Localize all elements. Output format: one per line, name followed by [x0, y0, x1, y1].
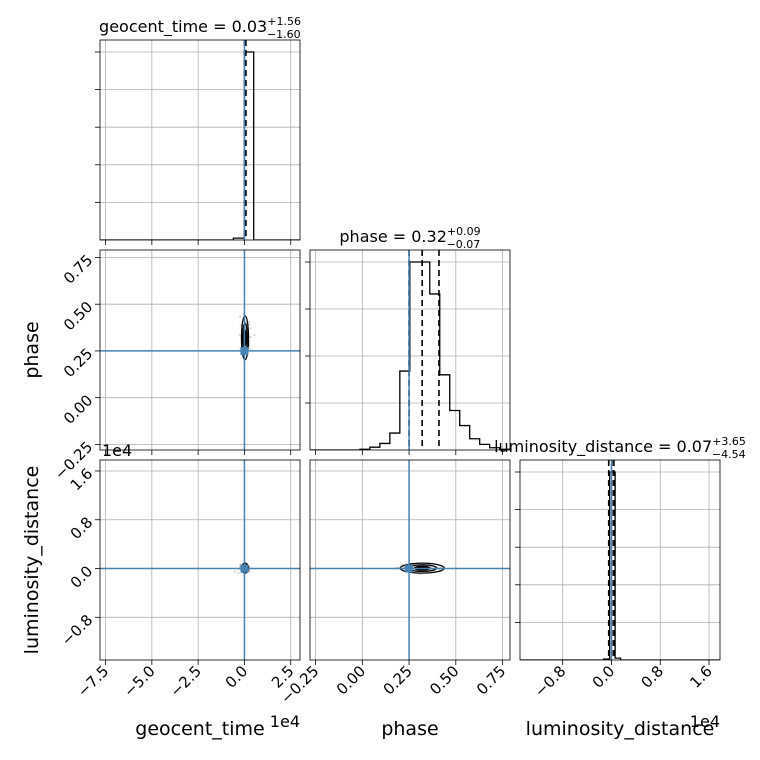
scatter-point	[249, 327, 253, 330]
y-offset-text: 1e4	[102, 441, 132, 460]
axes-frame	[99, 459, 301, 661]
x-tick-label: −2.5	[166, 662, 204, 700]
scatter-point	[238, 334, 241, 337]
y-tick-label: 0.00	[60, 391, 96, 427]
axes-frame	[309, 249, 511, 451]
histogram-luminosity_distance	[520, 471, 720, 660]
scatter-panel-geocent_time-vs-luminosity_distance: −0.80.00.81.6luminosity_distance1e4−7.5−…	[21, 441, 301, 740]
y-axis-label-luminosity_distance: luminosity_distance	[21, 466, 43, 655]
truth-marker	[240, 564, 249, 573]
x-tick-label: −0.8	[531, 662, 569, 700]
x-tick-label: 0.75	[473, 662, 509, 698]
scatter-point	[239, 324, 242, 327]
scatter-point	[248, 323, 251, 326]
y-tick-label: 0.75	[60, 251, 96, 287]
axes-frame	[99, 249, 301, 451]
scatter-point	[253, 333, 256, 337]
x-tick-label: 0.25	[380, 662, 416, 698]
x-axis-label-phase: phase	[381, 718, 438, 740]
truth-marker	[405, 564, 414, 573]
scatter-point	[238, 315, 242, 318]
x-tick-label: 0.50	[426, 662, 462, 698]
truth-marker	[240, 346, 249, 355]
scatter-point	[402, 565, 406, 569]
histogram-phase	[310, 261, 510, 450]
scatter-point	[237, 572, 240, 575]
hist-panel-luminosity_distance: luminosity_distance = 0.07+3.65 −4.54 −0.8…	[494, 435, 746, 740]
axes-frame	[309, 459, 511, 661]
scatter-point	[249, 347, 252, 350]
x-tick-label: 0.0	[222, 662, 252, 692]
title-luminosity_distance: luminosity_distance = 0.07+3.65 −4.54	[494, 435, 746, 461]
scatter-point	[248, 570, 251, 573]
x-axis-label-geocent_time: geocent_time	[135, 718, 264, 740]
x-tick-label: 0.0	[589, 662, 619, 692]
y-tick-label: −0.8	[58, 611, 96, 649]
x-offset-text: 1e4	[270, 712, 300, 731]
scatter-point	[249, 335, 252, 339]
y-tick-label: 0.0	[67, 562, 97, 592]
title-geocent_time: geocent_time = 0.03+1.56 −1.60	[99, 15, 301, 41]
x-tick-label: 0.8	[637, 662, 667, 692]
axes-frame	[519, 459, 721, 661]
histogram-geocent_time	[100, 51, 300, 240]
x-offset-text: 1e4	[690, 712, 720, 731]
hist-panel-geocent_time: geocent_time = 0.03+1.56 −1.60	[95, 15, 301, 245]
y-tick-label: 0.50	[60, 298, 96, 334]
title-phase: phase = 0.32+0.09 −0.07	[339, 225, 480, 251]
y-tick-label: 0.25	[60, 345, 96, 381]
scatter-point	[233, 570, 236, 573]
hist-panel-phase: phase = 0.32+0.09 −0.07	[305, 225, 511, 455]
scatter-point	[248, 320, 251, 323]
x-tick-label: 1.6	[686, 662, 716, 692]
x-tick-label: −5.0	[120, 662, 158, 700]
y-axis-label-phase: phase	[21, 321, 43, 378]
x-axis-label-luminosity_distance: luminosity_distance	[526, 718, 715, 740]
x-tick-label: −7.5	[74, 662, 112, 700]
x-tick-label: 0.00	[333, 662, 369, 698]
axes-frame	[99, 39, 301, 241]
y-tick-label: 0.8	[67, 513, 97, 543]
